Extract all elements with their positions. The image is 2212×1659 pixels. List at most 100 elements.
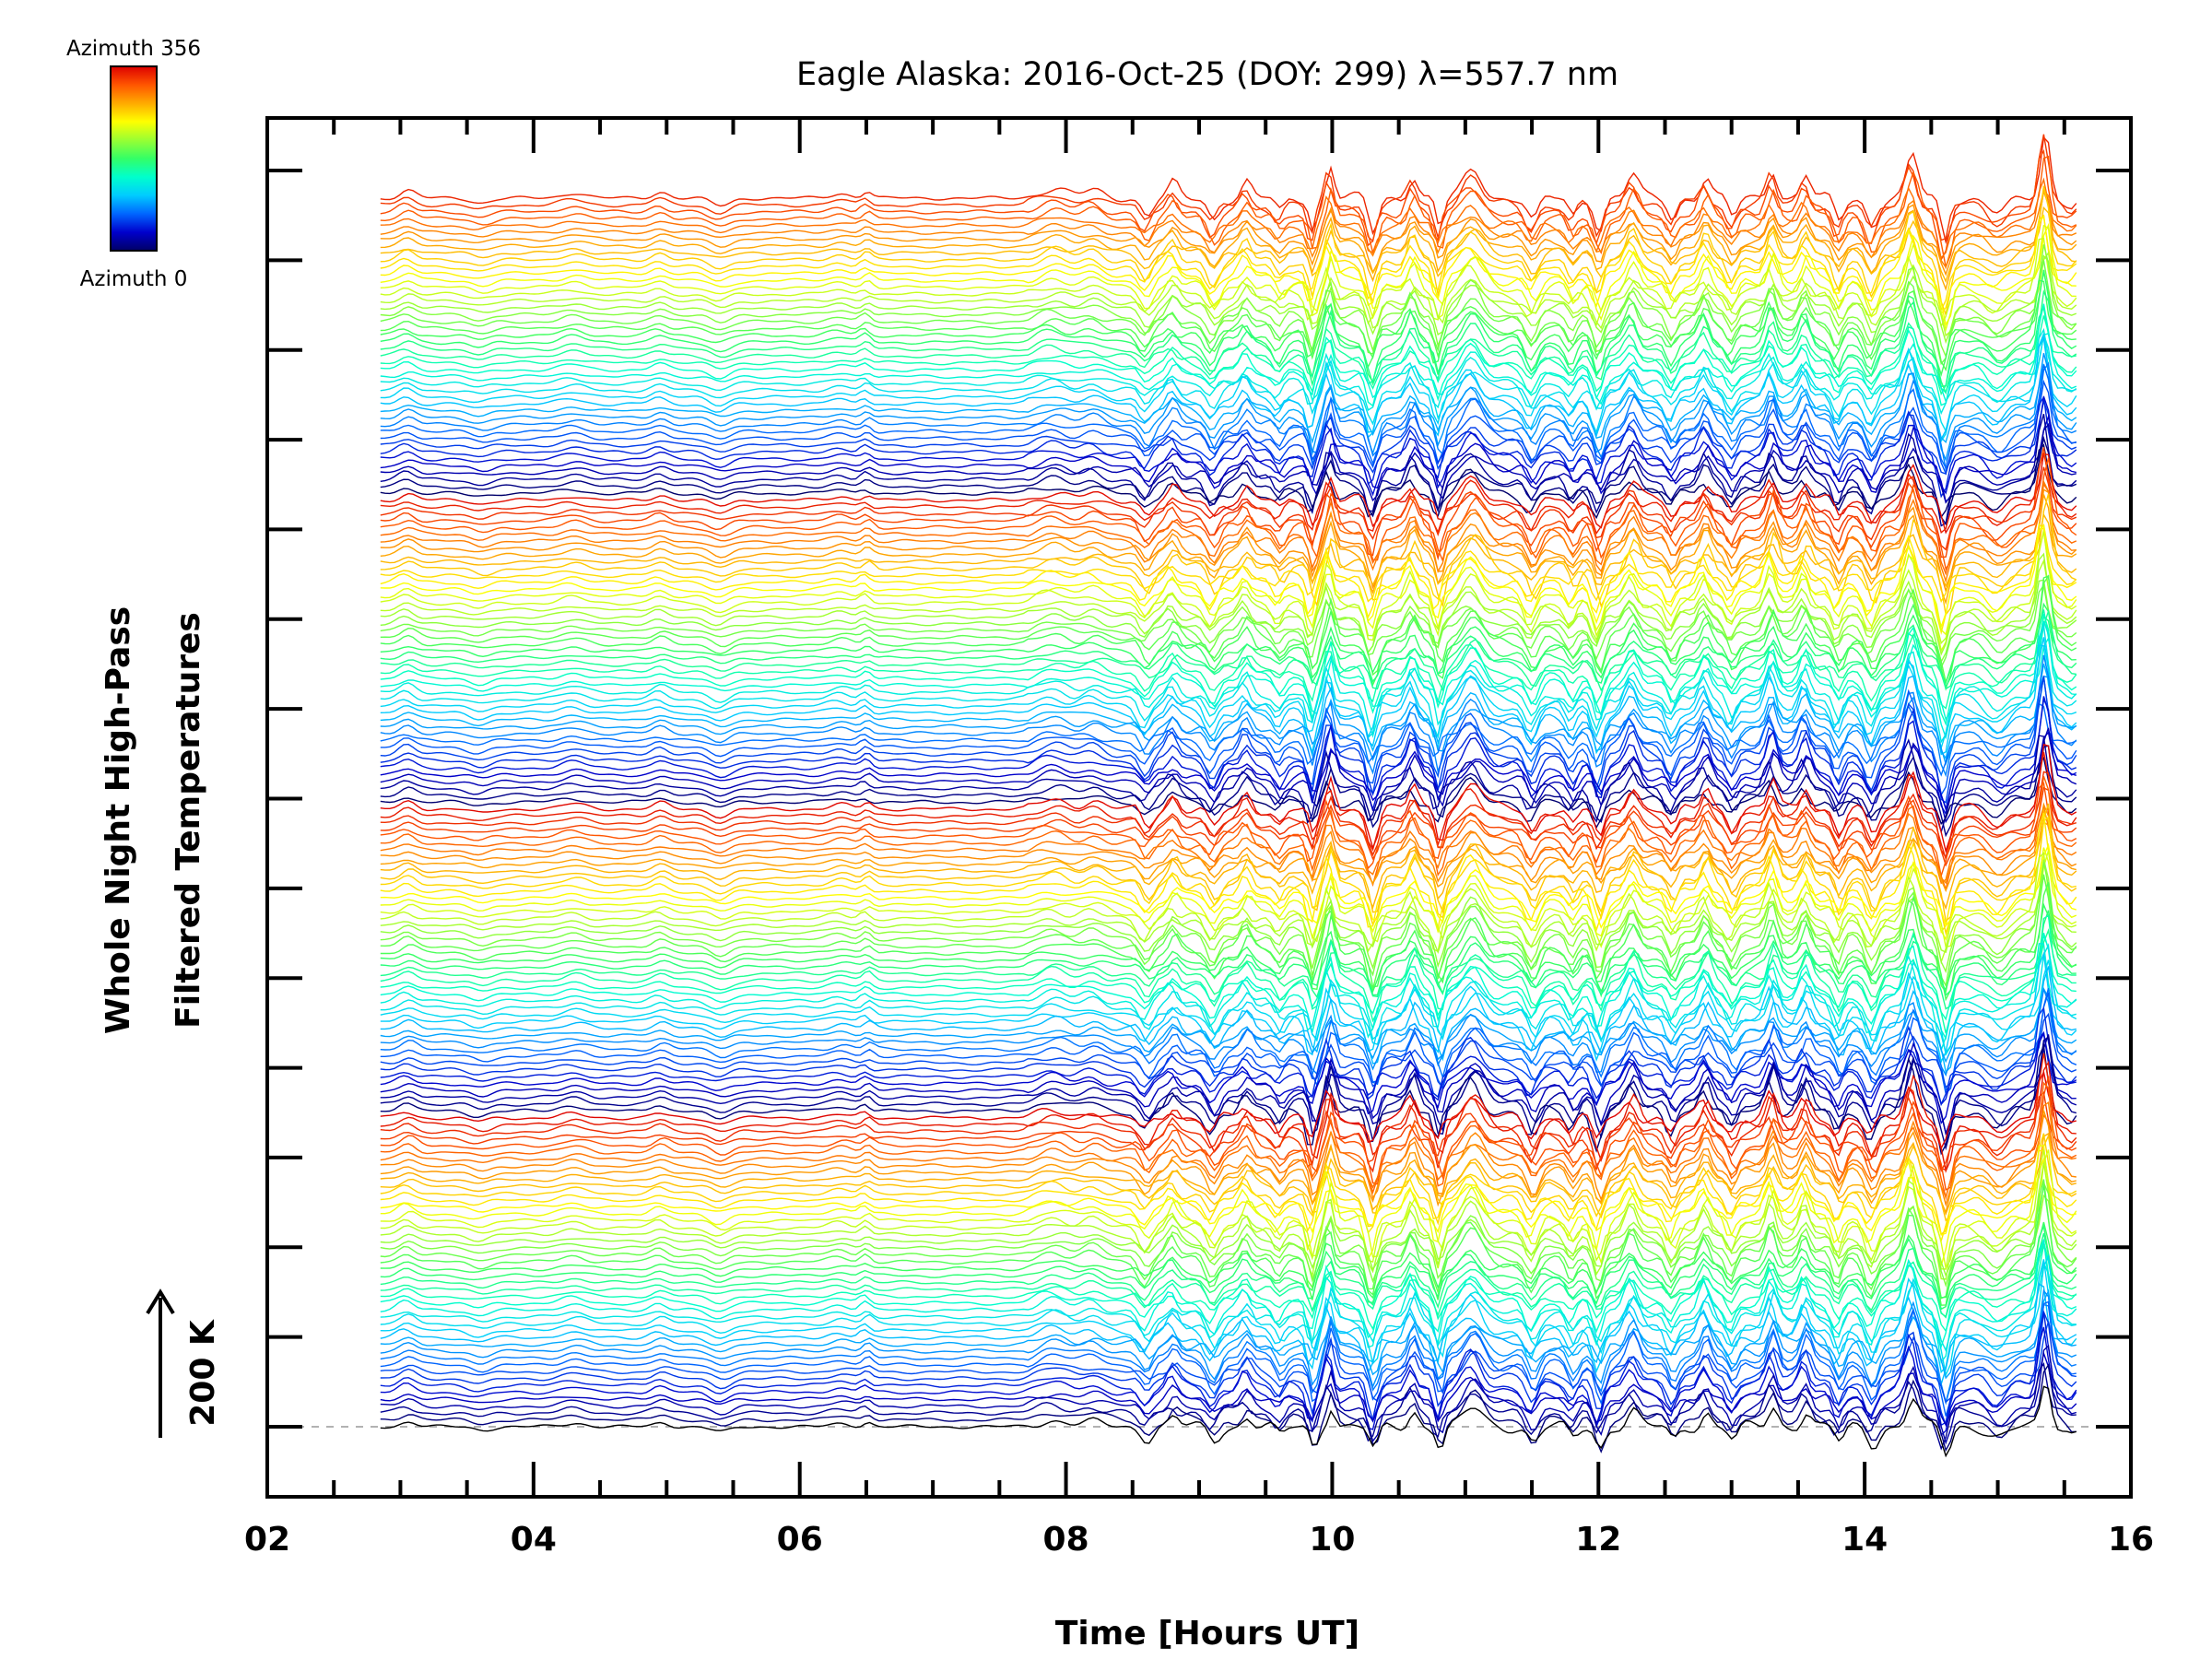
temperature-trace	[380, 933, 2077, 1041]
temperature-trace	[380, 260, 2077, 366]
x-tick-label: 14	[1841, 1521, 1888, 1559]
temperature-trace	[380, 552, 2077, 656]
temperature-trace	[380, 353, 2077, 462]
temperature-trace	[380, 333, 2077, 443]
temperature-trace	[380, 637, 2077, 756]
temperature-trace	[380, 625, 2077, 744]
temperature-trace	[380, 523, 2077, 635]
x-tick-label: 10	[1309, 1521, 1355, 1559]
temperature-trace	[380, 820, 2077, 893]
temperature-trace	[380, 531, 2077, 653]
temperature-trace	[380, 155, 2077, 270]
temperature-trace	[380, 1030, 2077, 1106]
temperature-trace	[380, 951, 2077, 1065]
temperature-trace	[380, 786, 2077, 867]
temperature-trace	[380, 1113, 2077, 1199]
temperature-trace	[380, 807, 2077, 911]
temperature-trace	[380, 447, 2077, 561]
temperature-trace	[380, 816, 2077, 936]
temperature-trace	[380, 933, 2077, 1021]
temperature-trace	[380, 579, 2077, 664]
temperature-trace	[380, 902, 2077, 994]
temperature-trace	[380, 1110, 2077, 1215]
temperature-trace	[380, 559, 2077, 645]
temperature-trace	[380, 1149, 2077, 1270]
temperature-trace	[380, 1162, 2077, 1280]
temperature-trace	[380, 414, 2077, 503]
temperature-trace	[380, 1300, 2077, 1417]
temperature-trace	[380, 188, 2077, 269]
temperature-trace	[380, 727, 2077, 824]
temperature-trace	[380, 1144, 2077, 1266]
temperature-trace	[380, 1180, 2077, 1288]
temperature-trace	[380, 1091, 2077, 1173]
temperature-trace	[380, 398, 2077, 476]
colorbar-max-label: Azimuth 356	[66, 37, 201, 61]
temperature-trace	[380, 1224, 2077, 1311]
temperature-trace	[380, 850, 2077, 948]
temperature-trace	[380, 524, 2077, 604]
temperature-trace	[380, 269, 2077, 388]
temperature-trace	[380, 414, 2077, 527]
temperature-trace	[380, 1034, 2077, 1135]
temperature-trace	[380, 745, 2077, 838]
chart-title: Eagle Alaska: 2016-Oct-25 (DOY: 299) λ=5…	[796, 56, 1618, 93]
temperature-trace	[380, 479, 2077, 583]
temperature-trace	[380, 847, 2077, 941]
temperature-trace	[380, 1385, 2077, 1458]
temperature-trace	[380, 988, 2077, 1077]
temperature-trace	[380, 315, 2077, 394]
scale-label: 200 K	[184, 1319, 222, 1427]
temperature-trace	[380, 1035, 2077, 1135]
temperature-trace	[380, 214, 2077, 312]
temperature-trace	[380, 852, 2077, 965]
temperature-trace	[380, 303, 2077, 407]
temperature-trace	[380, 608, 2077, 692]
temperature-trace	[380, 775, 2077, 892]
temperature-trace	[380, 928, 2077, 1010]
temperature-trace	[380, 1303, 2077, 1406]
temperature-trace	[380, 813, 2077, 934]
temperature-trace	[380, 452, 2077, 535]
temperature-trace	[380, 620, 2077, 740]
temperature-trace	[380, 771, 2077, 861]
colorbar	[110, 65, 158, 252]
temperature-trace	[380, 574, 2077, 685]
temperature-trace	[380, 802, 2077, 886]
temperature-trace	[380, 361, 2077, 472]
temperature-trace	[380, 148, 2077, 262]
temperature-trace	[380, 457, 2077, 571]
temperature-trace	[380, 327, 2077, 416]
temperature-trace	[380, 466, 2077, 551]
temperature-trace	[380, 1042, 2077, 1156]
temperature-trace	[380, 524, 2077, 629]
temperature-trace	[380, 1132, 2077, 1217]
x-tick-label: 08	[1043, 1521, 1089, 1559]
temperature-trace	[380, 616, 2077, 688]
temperature-trace	[380, 1239, 2077, 1364]
temperature-trace	[380, 1031, 2077, 1125]
temperature-trace	[380, 134, 2077, 242]
temperature-trace	[380, 177, 2077, 260]
temperature-trace	[380, 1238, 2077, 1349]
temperature-trace	[380, 664, 2077, 760]
temperature-trace	[380, 644, 2077, 751]
x-tick-label: 06	[777, 1521, 823, 1559]
temperature-trace	[380, 1194, 2077, 1277]
temperature-trace	[380, 874, 2077, 994]
temperature-trace	[380, 244, 2077, 359]
temperature-trace	[380, 743, 2077, 853]
temperature-trace	[380, 842, 2077, 929]
temperature-trace	[380, 335, 2077, 441]
temperature-trace	[380, 305, 2077, 396]
temperature-trace	[380, 1282, 2077, 1387]
temperature-trace	[380, 1149, 2077, 1243]
temperature-trace	[380, 1081, 2077, 1201]
x-tick-label: 16	[2108, 1521, 2154, 1559]
temperature-trace	[380, 364, 2077, 470]
temperature-trace	[380, 1245, 2077, 1333]
y-axis-label-line-2: Filtered Temperatures	[170, 612, 207, 1029]
x-tick-label: 02	[244, 1521, 290, 1559]
temperature-trace	[380, 1362, 2077, 1451]
